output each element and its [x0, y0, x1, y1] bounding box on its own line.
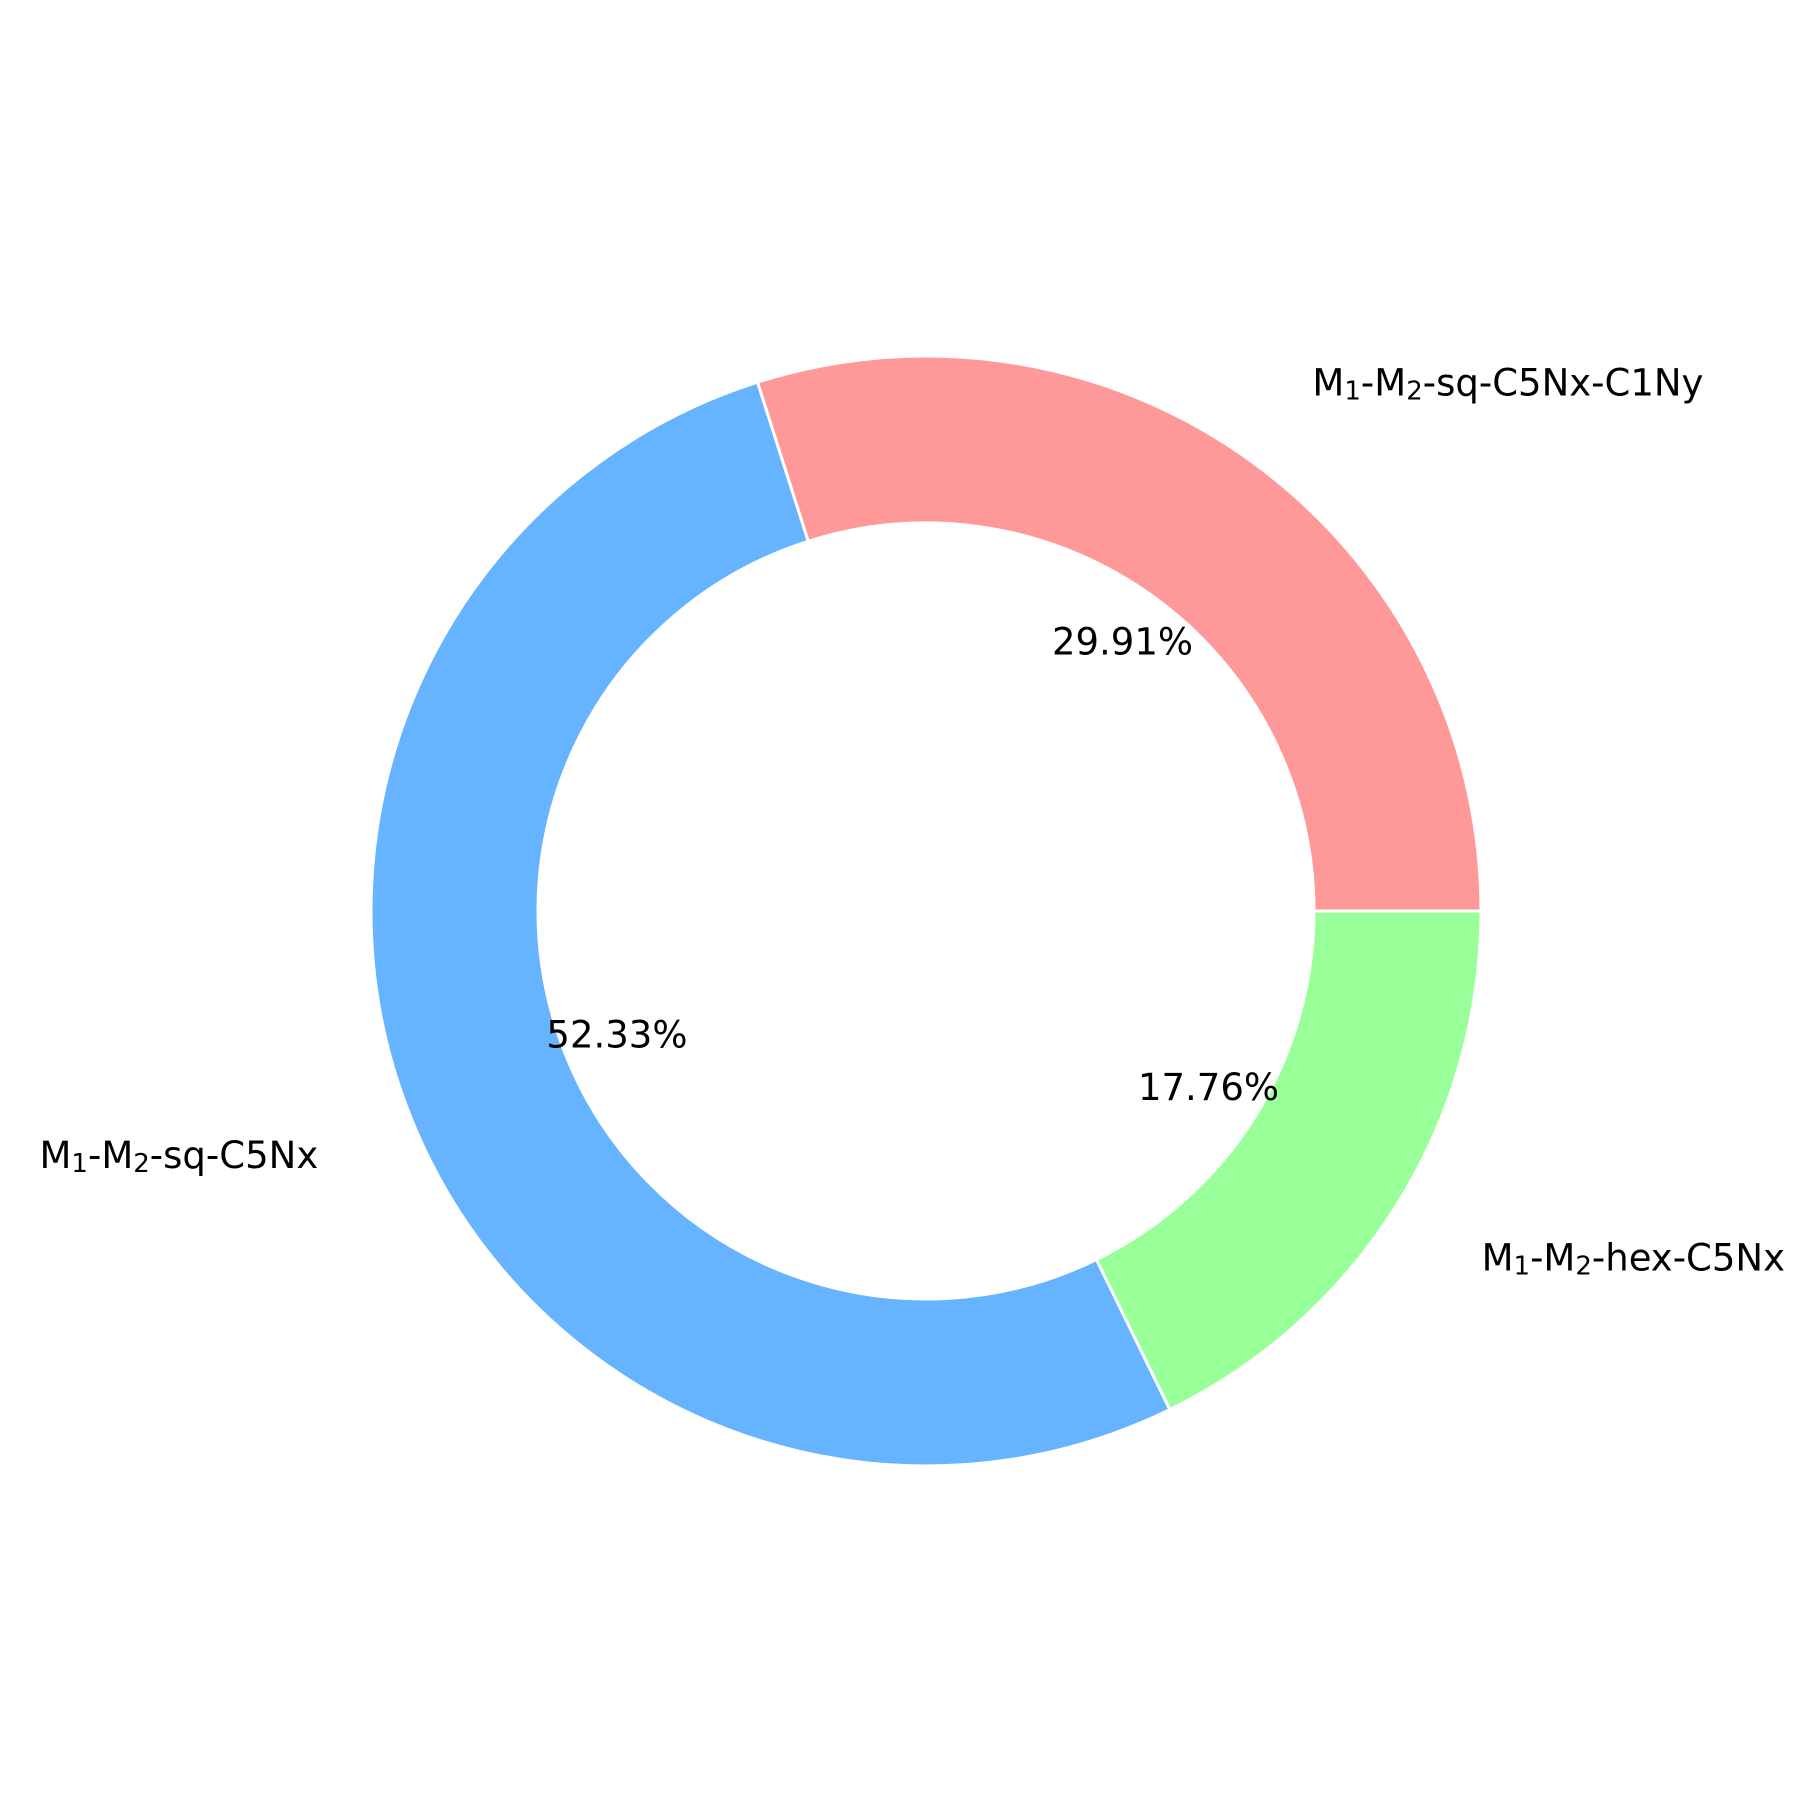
slice-percentage-2: 17.76% [1138, 1066, 1279, 1109]
slice-percentage-1: 52.33% [546, 1014, 687, 1057]
donut-slice-0 [755, 354, 1483, 913]
donut-slice-1 [369, 380, 1172, 1468]
slice-label-2: M1-M2-hex-C5Nx [1482, 1236, 1785, 1282]
slices-layer [369, 354, 1483, 1468]
labels-layer: 29.91% M1-M2-sq-C5Nx-C1Ny 52.33% M1-M2-sq-C… [39, 361, 1785, 1282]
slice-label-0: M1-M2-sq-C5Nx-C1Ny [1312, 361, 1703, 407]
donut-slice-2 [1094, 909, 1483, 1412]
slice-label-1: M1-M2-sq-C5Nx [39, 1133, 318, 1179]
slice-percentage-0: 29.91% [1052, 621, 1193, 664]
